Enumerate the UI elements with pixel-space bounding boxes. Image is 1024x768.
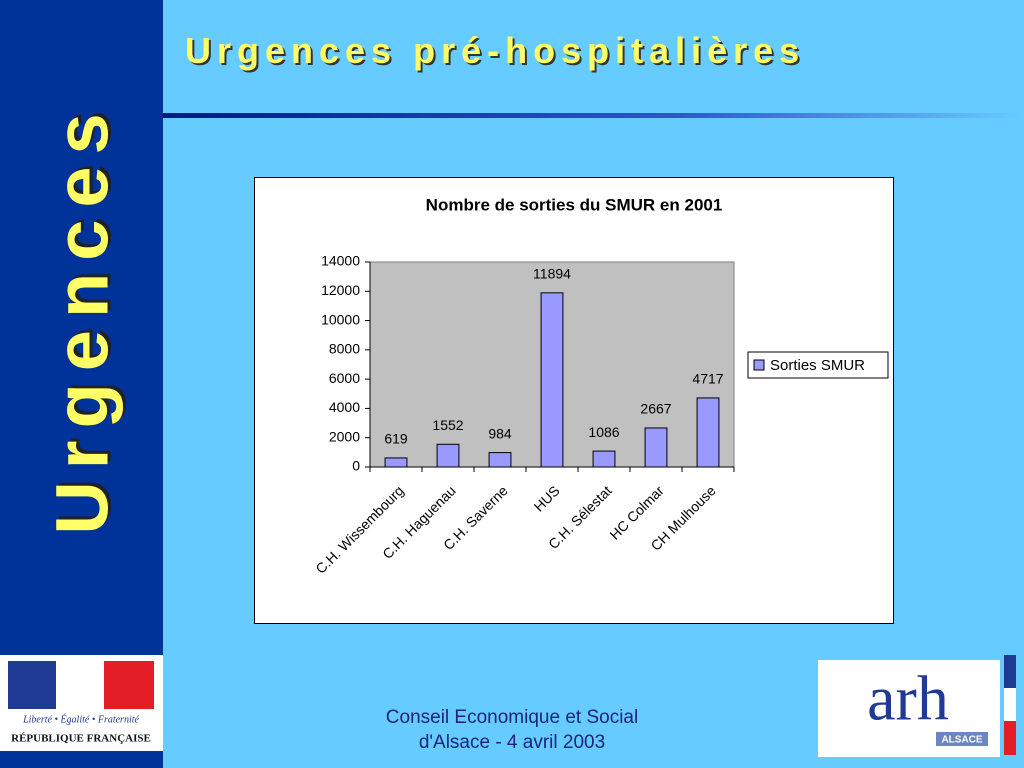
y-tick-label: 12000 — [321, 282, 360, 298]
footer: Conseil Economique et Social d'Alsace - … — [312, 705, 712, 755]
logo-region: ALSACE — [941, 735, 982, 746]
slide-title: Urgences pré-hospitalières — [185, 30, 806, 71]
value-label: 619 — [384, 431, 408, 447]
value-label: 984 — [488, 425, 512, 441]
bar — [488, 452, 512, 468]
logo-name: RÉPUBLIQUE FRANÇAISE — [11, 733, 151, 745]
y-tick-label: 2000 — [329, 428, 360, 444]
chart-title: Nombre de sorties du SMUR en 2001 — [426, 195, 723, 214]
legend-box — [747, 351, 889, 379]
bar — [592, 450, 616, 468]
chart: Nombre de sorties du SMUR en 2001 0 2000 4… — [254, 177, 894, 624]
value-label: 1086 — [588, 424, 619, 440]
sidebar — [0, 0, 163, 768]
y-tick-label: 0 — [352, 458, 360, 474]
y-tick-label: 8000 — [329, 341, 360, 357]
logo-motto: Liberté • Égalité • Fraternité — [22, 713, 139, 725]
footer-line: Conseil Economique et Social — [385, 707, 639, 728]
bar — [540, 292, 564, 468]
y-tick-label: 4000 — [329, 399, 360, 415]
bar — [384, 457, 408, 468]
side-title: Urgences — [40, 101, 124, 535]
left-logo: Liberté • Égalité • Fraternité RÉPUBLIQU… — [0, 655, 163, 751]
logo-graphic: arh ALSACE — [867, 663, 988, 746]
flag-strip — [1004, 655, 1016, 755]
logo-mark: arh — [867, 663, 949, 734]
value-label: 11894 — [533, 266, 571, 282]
title-rule — [163, 113, 1024, 118]
y-tick-label: 14000 — [321, 253, 360, 269]
y-tick-label: 10000 — [321, 311, 360, 327]
value-label: 4717 — [692, 371, 723, 387]
bar — [644, 427, 668, 468]
value-label: 2667 — [640, 401, 671, 417]
footer-line: d'Alsace - 4 avril 2003 — [418, 732, 606, 753]
bar — [436, 443, 460, 468]
right-logo: arh ALSACE — [818, 660, 1000, 757]
y-tick-label: 6000 — [329, 370, 360, 386]
legend-label: Sorties SMUR — [770, 357, 865, 374]
value-label: 1552 — [432, 417, 463, 433]
logo-graphic: Liberté • Égalité • Fraternité RÉPUBLIQU… — [8, 661, 154, 745]
legend-swatch — [753, 359, 765, 371]
bar — [696, 397, 720, 468]
